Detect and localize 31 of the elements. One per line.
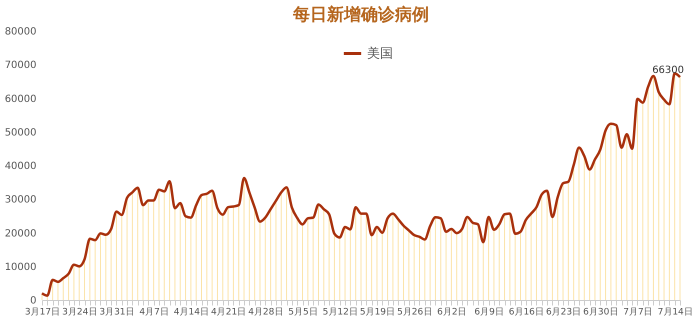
x-tick-label: 3月31日 [99,308,135,318]
x-tick-label: 7月7日 [623,308,653,318]
x-tick-label: 5月19日 [360,308,396,318]
y-tick-label: 60000 [4,94,36,105]
y-tick-label: 40000 [4,161,36,172]
y-tick-label: 70000 [4,60,36,72]
legend-label: 美国 [367,46,393,62]
x-tick-label: 4月14日 [174,308,209,318]
x-tick-label: 6月2日 [437,308,467,318]
x-tick-label: 4月21日 [210,308,246,318]
x-tick-label: 3月24日 [62,308,98,318]
x-tick-label: 4月28日 [248,308,284,318]
y-tick-label: 30000 [4,194,36,206]
x-tick-label: 4月7日 [139,308,169,318]
y-tick-label: 50000 [4,127,36,138]
y-tick-label: 80000 [4,26,36,38]
x-tick-label: 7月14日 [658,308,693,318]
x-tick-label: 6月23日 [546,308,582,318]
y-tick-label: 0 [30,296,36,306]
data-label: 66300 [652,65,684,76]
chart-title: 每日新增确诊病例 [292,5,429,25]
x-tick-label: 5月26日 [397,308,432,318]
x-tick-label: 6月16日 [508,308,544,318]
x-tick-label: 5月5日 [288,308,318,318]
y-tick-label: 10000 [4,262,36,273]
x-tick-label: 5月12日 [322,308,358,318]
x-tick-label: 6月9日 [474,308,504,318]
y-tick-label: 20000 [4,228,36,240]
line-series [40,72,682,297]
x-tick-label: 6月30日 [583,308,618,318]
x-tick-label: 3月17日 [24,308,60,318]
